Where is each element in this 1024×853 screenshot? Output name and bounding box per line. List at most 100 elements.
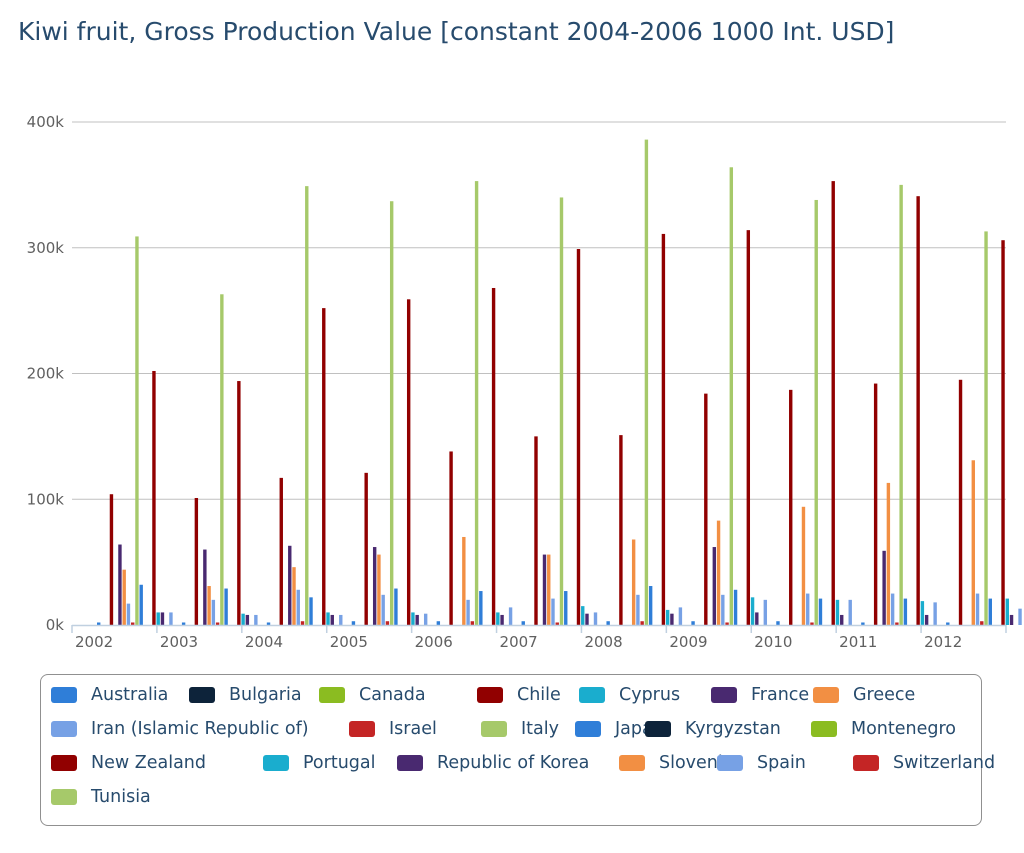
bar-iran-islamic-republic-of--2002[interactable] [126, 603, 131, 625]
bar-republic-of-korea-2010[interactable] [840, 614, 844, 625]
bar-spain-2002[interactable] [169, 612, 173, 625]
bar-italy-2002[interactable] [135, 236, 139, 625]
bar-new-zealand-2009[interactable] [746, 230, 751, 625]
bar-republic-of-korea-2007[interactable] [585, 613, 589, 625]
bar-new-zealand-2006[interactable] [491, 287, 496, 625]
bar-new-zealand-2002[interactable] [152, 370, 156, 625]
legend-item-tunisia[interactable]: Tunisia [51, 785, 151, 809]
bar-australia-2003[interactable] [181, 622, 186, 625]
bar-portugal-2009[interactable] [750, 597, 755, 625]
bar-israel-2004[interactable] [300, 621, 305, 625]
bar-greece-2007[interactable] [547, 554, 551, 625]
bar-france-2005[interactable] [372, 547, 377, 625]
bar-israel-2006[interactable] [470, 621, 475, 625]
bar-greece-2005[interactable] [377, 554, 381, 625]
bar-greece-2006[interactable] [462, 536, 466, 625]
bar-italy-2009[interactable] [729, 167, 734, 625]
bar-france-2007[interactable] [542, 554, 547, 625]
bar-japan-2009[interactable] [733, 589, 738, 625]
bar-portugal-2007[interactable] [581, 606, 585, 625]
bar-israel-2003[interactable] [215, 622, 220, 625]
legend-item-slovenia[interactable]: Slovenia [619, 751, 733, 775]
bar-japan-2004[interactable] [309, 597, 313, 625]
bar-spain-2005[interactable] [423, 613, 428, 625]
bar-republic-of-korea-2006[interactable] [500, 614, 504, 625]
bar-portugal-2008[interactable] [665, 609, 670, 625]
bar-chile-2009[interactable] [704, 393, 708, 625]
bar-australia-2012[interactable] [946, 622, 950, 625]
legend-item-cyprus[interactable]: Cyprus [579, 683, 680, 707]
bar-japan-2006[interactable] [479, 591, 483, 625]
bar-chile-2004[interactable] [279, 477, 283, 625]
bar-italy-2012[interactable] [984, 231, 988, 625]
bar-chile-2012[interactable] [958, 379, 963, 625]
bar-israel-2009[interactable] [725, 622, 729, 625]
bar-france-2003[interactable] [203, 549, 207, 625]
bar-australia-2009[interactable] [691, 621, 695, 625]
bar-greece-2009[interactable] [716, 520, 721, 625]
bar-greece-2003[interactable] [207, 586, 211, 625]
legend-item-montenegro[interactable]: Montenegro [811, 717, 956, 741]
bar-japan-2002[interactable] [139, 584, 143, 625]
bar-portugal-2010[interactable] [835, 599, 840, 625]
bar-spain-2003[interactable] [254, 614, 258, 625]
bar-iran-islamic-republic-of--2012[interactable] [975, 593, 980, 625]
bar-chile-2003[interactable] [194, 497, 199, 625]
bar-new-zealand-2008[interactable] [661, 233, 666, 626]
bar-israel-2010[interactable] [810, 622, 814, 625]
legend-item-new-zealand[interactable]: New Zealand [51, 751, 206, 775]
bar-chile-2011[interactable] [873, 383, 878, 625]
legend-item-australia[interactable]: Australia [51, 683, 168, 707]
bar-italy-2003[interactable] [220, 294, 224, 625]
bar-new-zealand-2012[interactable] [1001, 240, 1005, 625]
bar-spain-2011[interactable] [933, 602, 937, 625]
bar-japan-2003[interactable] [224, 588, 228, 625]
bar-iran-islamic-republic-of--2005[interactable] [381, 594, 385, 625]
bar-france-2009[interactable] [712, 547, 717, 625]
bar-chile-2005[interactable] [364, 472, 368, 625]
bar-chile-2002[interactable] [109, 494, 114, 625]
bar-australia-2008[interactable] [606, 621, 610, 625]
bar-republic-of-korea-2012[interactable] [1009, 614, 1014, 625]
bar-new-zealand-2007[interactable] [576, 249, 581, 625]
bar-republic-of-korea-2009[interactable] [755, 612, 759, 625]
bar-iran-islamic-republic-of--2007[interactable] [551, 598, 555, 625]
bar-greece-2002[interactable] [122, 569, 126, 625]
legend-item-republic-of-korea[interactable]: Republic of Korea [397, 751, 589, 775]
bar-portugal-2006[interactable] [496, 612, 500, 625]
legend-item-switzerland[interactable]: Switzerland [853, 751, 995, 775]
bar-australia-2011[interactable] [861, 622, 865, 625]
bar-greece-2008[interactable] [631, 539, 636, 625]
bar-new-zealand-2003[interactable] [237, 381, 241, 625]
bar-new-zealand-2005[interactable] [406, 299, 411, 625]
bar-australia-2002[interactable] [97, 622, 101, 625]
bar-japan-2011[interactable] [903, 598, 908, 625]
bar-greece-2012[interactable] [971, 460, 975, 625]
bar-new-zealand-2004[interactable] [322, 308, 326, 625]
bar-spain-2006[interactable] [508, 607, 513, 625]
bar-spain-2004[interactable] [339, 614, 343, 625]
bar-iran-islamic-republic-of--2004[interactable] [296, 589, 300, 625]
bar-greece-2010[interactable] [801, 506, 806, 625]
bar-chile-2010[interactable] [789, 389, 793, 625]
bar-italy-2005[interactable] [389, 201, 394, 625]
legend-item-canada[interactable]: Canada [319, 683, 426, 707]
bar-australia-2010[interactable] [776, 621, 780, 625]
bar-australia-2004[interactable] [266, 622, 271, 625]
bar-iran-islamic-republic-of--2009[interactable] [721, 594, 725, 625]
legend-item-chile[interactable]: Chile [477, 683, 561, 707]
bar-spain-2009[interactable] [763, 599, 768, 625]
legend-item-iran-islamic-republic-of-[interactable]: Iran (Islamic Republic of) [51, 717, 309, 741]
bar-greece-2004[interactable] [292, 567, 296, 625]
bar-republic-of-korea-2011[interactable] [924, 614, 929, 625]
bar-israel-2005[interactable] [385, 621, 390, 625]
bar-france-2002[interactable] [118, 544, 122, 625]
bar-france-2004[interactable] [288, 545, 292, 625]
bar-japan-2005[interactable] [394, 588, 398, 625]
bar-italy-2007[interactable] [559, 197, 564, 625]
bar-israel-2011[interactable] [895, 622, 899, 625]
bar-italy-2011[interactable] [899, 184, 903, 625]
bar-australia-2005[interactable] [351, 621, 356, 625]
legend-item-greece[interactable]: Greece [813, 683, 915, 707]
bar-australia-2006[interactable] [436, 621, 441, 625]
